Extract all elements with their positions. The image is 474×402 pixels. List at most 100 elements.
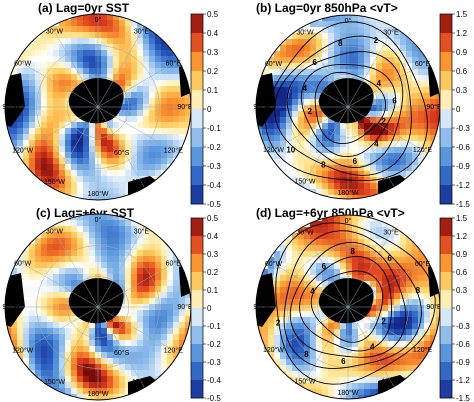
longitude-label: 90°W	[2, 303, 20, 311]
colorbar-tick-label: 0.3	[207, 250, 219, 259]
colorbar-tick-label: -0.1	[207, 322, 221, 331]
longitude-label: 150°E	[381, 377, 400, 385]
colorbar-tick-label: 0.1	[207, 86, 219, 95]
colorbar-swatch	[440, 147, 452, 167]
longitude-label: 120°W	[263, 146, 284, 154]
contour-label: 4	[377, 79, 382, 88]
longitude-label: 180°W	[87, 190, 108, 198]
contour-line	[299, 255, 392, 352]
colorbar-tick-label: -0.5	[207, 394, 221, 402]
colorbar-swatch	[191, 344, 203, 363]
longitude-label: 30°W	[46, 228, 64, 236]
colorbar-swatch	[440, 272, 452, 291]
colorbar-tick-label: 0.1	[207, 286, 219, 295]
colorbar-swatch	[440, 236, 452, 255]
contour-line	[275, 222, 436, 385]
colorbar-tick-label: -0.1	[207, 124, 221, 133]
longitude-label: 180°W	[337, 389, 358, 397]
longitude-label: 120°E	[164, 146, 183, 154]
contour-line	[310, 270, 384, 343]
longitude-label: 60°E	[166, 59, 182, 67]
colorbar-swatch	[191, 236, 203, 255]
colorbar-tick-label: -0.9	[456, 358, 470, 367]
longitude-label: 150°E	[381, 177, 400, 185]
panel-a-title: (a) Lag=0yr SST	[38, 1, 130, 15]
colorbar-tick-label: -0.3	[456, 124, 470, 133]
colorbar-swatch	[440, 14, 452, 34]
panel-d-title: (d) Lag=+6yr 850hPa <vT>	[256, 206, 405, 220]
longitude-label: 150°E	[132, 178, 151, 186]
antarctica-landmass	[68, 278, 124, 324]
colorbar-tick-label: 0.3	[456, 286, 468, 295]
longitude-label: 60°W	[14, 59, 32, 67]
colorbar-swatch	[440, 52, 452, 72]
colorbar-swatch	[440, 344, 452, 363]
colorbar-swatch	[191, 14, 203, 34]
colorbar-tick-label: -0.4	[207, 376, 221, 385]
colorbar-tick-label: -0.5	[207, 200, 221, 209]
contour-label: 6	[392, 96, 397, 105]
colorbar-swatch	[191, 128, 203, 148]
colorbar-c: 0.5 0.4 0.3 0.2 0.1 0 -0.1 -0.2 -0.3 -0.4 -0.5	[190, 214, 221, 402]
colorbar-swatch	[191, 71, 203, 91]
longitude-label: 120°E	[164, 346, 183, 354]
map-panel-d: 2 4 6 8 2 4 6 8 6 8 0° 30°E 60°E 90°E 120°E 150°E 180°W 1…	[253, 214, 442, 400]
contour-label: 2	[374, 36, 379, 45]
colorbar-swatch	[191, 362, 203, 381]
colorbar-tick-label: -0.2	[207, 143, 221, 152]
colorbar-swatch	[440, 128, 452, 148]
colorbar-swatch	[440, 33, 452, 53]
colorbar-tick-label: 0.6	[456, 67, 468, 76]
contour-line	[265, 21, 428, 182]
colorbar-swatch	[440, 218, 452, 237]
latitude-label: 60°S	[114, 149, 130, 157]
colorbar-swatch	[191, 308, 203, 327]
colorbar-tick-label: -0.4	[207, 181, 221, 190]
colorbar-swatch	[440, 90, 452, 110]
contour-line	[274, 35, 412, 176]
colorbar-tick-label: -0.3	[456, 322, 470, 331]
colorbar-tick-label: 0	[207, 304, 212, 313]
colorbar-d: 1.5 1.2 0.9 0.6 0.3 0 -0.3 -0.6 -0.9 -1.2 -1.5	[439, 214, 470, 402]
longitude-label: 120°W	[263, 346, 284, 354]
colorbar-tick-label: 0.5	[207, 10, 219, 19]
colorbar-b: 1.5 1.2 0.9 0.6 0.3 0 -0.3 -0.6 -0.9 -1.2 -1.5	[439, 10, 470, 209]
latitude-label: 60°S	[114, 349, 130, 357]
longitude-label: 60°E	[166, 259, 182, 267]
colorbar-tick-label: 0.5	[207, 214, 219, 223]
colorbar-swatch	[440, 308, 452, 327]
contour-label: 8	[321, 161, 326, 170]
colorbar-tick-label: 0.2	[207, 268, 219, 277]
longitude-label: 30°E	[383, 28, 399, 36]
colorbar-tick-label: -1.2	[456, 181, 470, 190]
colorbar-swatch	[191, 254, 203, 273]
colorbar-tick-label: -0.6	[456, 143, 470, 152]
colorbar-tick-label: -0.3	[207, 358, 221, 367]
antarctica-landmass	[68, 78, 124, 124]
longitude-label: 120°E	[413, 346, 432, 354]
colorbar-swatch	[191, 326, 203, 345]
colorbar-tick-label: 0	[456, 105, 461, 114]
map-panel-b: 2 4 6 8 10 2 4 6 8 2 4 6 0° 30°E 60°E 90°E 120°E 150°E 180…	[253, 14, 442, 200]
colorbar-swatch	[191, 185, 203, 205]
meridian-line	[268, 60, 428, 154]
colorbar-tick-label: 0.9	[456, 48, 468, 57]
colorbar-swatch	[440, 380, 452, 399]
contour-line	[286, 51, 404, 169]
colorbar-tick-label: -1.5	[456, 394, 470, 402]
contour-label: 2	[276, 318, 281, 327]
longitude-label: 90°E	[426, 303, 442, 311]
colorbar-tick-label: 0	[456, 304, 461, 313]
colorbar-swatch	[440, 362, 452, 381]
contour-label: 8	[416, 286, 421, 295]
longitude-label: 150°W	[44, 178, 65, 186]
colorbar-tick-label: 0.9	[456, 250, 468, 259]
contour-label: 6	[312, 58, 317, 67]
colorbar-tick-label: -0.9	[456, 162, 470, 171]
colorbar-tick-label: -1.5	[456, 200, 470, 209]
contour-label: 4	[370, 342, 375, 351]
colorbar-swatch	[440, 326, 452, 345]
longitude-label: 0°	[95, 216, 102, 224]
colorbar-swatch	[440, 109, 452, 129]
